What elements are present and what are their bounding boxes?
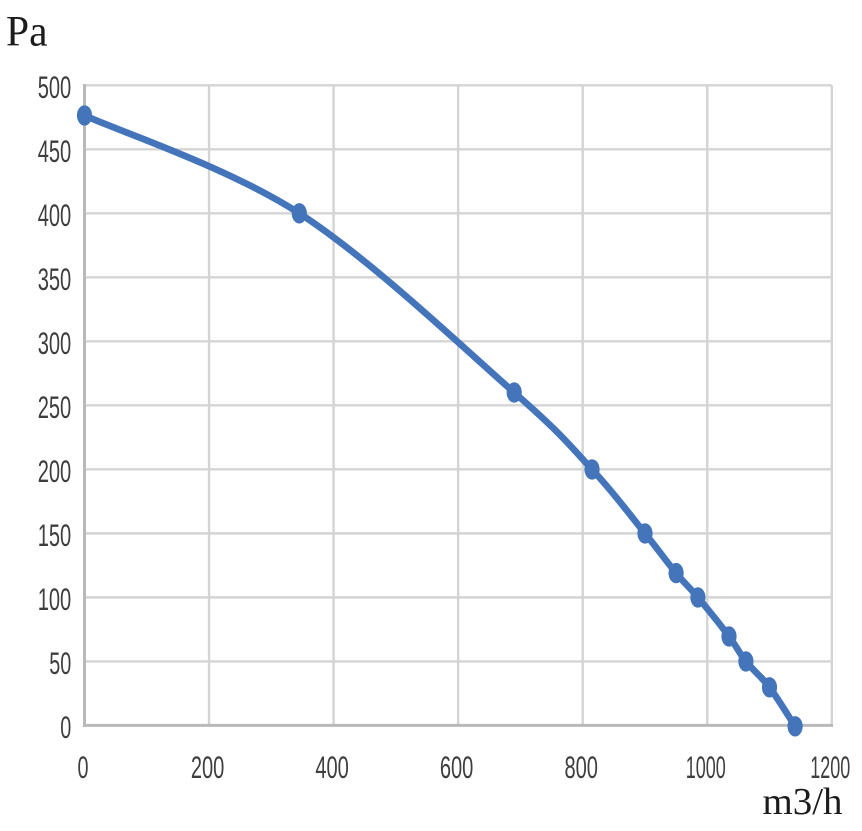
svg-text:300: 300 <box>38 325 72 361</box>
svg-text:200: 200 <box>38 453 72 489</box>
svg-text:450: 450 <box>38 133 72 169</box>
svg-text:500: 500 <box>38 69 72 105</box>
svg-text:Pa: Pa <box>6 8 48 55</box>
svg-text:600: 600 <box>440 749 474 785</box>
svg-text:200: 200 <box>191 749 225 785</box>
svg-text:150: 150 <box>38 517 72 553</box>
svg-text:50: 50 <box>49 645 71 681</box>
svg-text:350: 350 <box>38 261 72 297</box>
svg-text:0: 0 <box>60 709 71 745</box>
svg-text:0: 0 <box>78 749 89 785</box>
svg-text:1000: 1000 <box>686 749 726 785</box>
svg-text:250: 250 <box>38 389 72 425</box>
svg-text:800: 800 <box>564 749 598 785</box>
svg-text:400: 400 <box>38 197 72 233</box>
svg-text:1200: 1200 <box>810 749 850 785</box>
svg-text:100: 100 <box>38 581 72 617</box>
svg-text:m3/h: m3/h <box>763 781 843 823</box>
svg-text:400: 400 <box>315 749 349 785</box>
